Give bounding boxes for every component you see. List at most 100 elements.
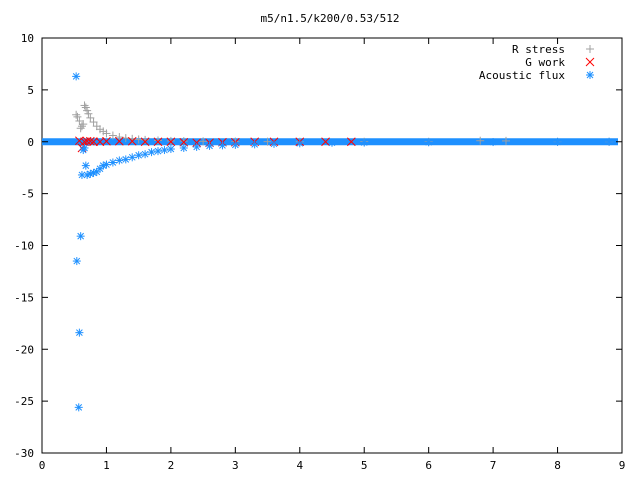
data-point bbox=[75, 136, 84, 146]
data-point bbox=[72, 72, 81, 81]
data-point bbox=[115, 133, 124, 142]
data-point bbox=[108, 158, 117, 167]
data-point bbox=[553, 137, 562, 146]
data-point bbox=[102, 136, 111, 146]
x-tick-label: 1 bbox=[103, 459, 110, 472]
data-point bbox=[99, 127, 108, 136]
data-point bbox=[89, 137, 98, 147]
data-point bbox=[153, 137, 163, 147]
y-tick-label: -25 bbox=[14, 395, 34, 408]
data-point bbox=[205, 141, 214, 150]
data-point bbox=[74, 403, 83, 412]
y-axis-ticks: -30 -25 -20 -15 -10 -5 0 5 10 bbox=[14, 32, 622, 460]
x-tick-label: 5 bbox=[361, 459, 368, 472]
data-point bbox=[76, 232, 85, 241]
data-point bbox=[605, 137, 614, 146]
y-tick-label: -10 bbox=[14, 240, 34, 253]
y-tick-label: 10 bbox=[21, 32, 34, 45]
data-point bbox=[80, 143, 89, 152]
data-point bbox=[108, 131, 117, 140]
data-point bbox=[84, 109, 93, 118]
y-tick-label: -30 bbox=[14, 447, 34, 460]
x-axis-ticks: 0 1 2 3 4 5 6 7 8 9 bbox=[39, 38, 626, 472]
data-point bbox=[199, 137, 208, 146]
data-point bbox=[80, 101, 89, 110]
data-point bbox=[166, 136, 175, 145]
legend-label: Acoustic flux bbox=[479, 69, 565, 82]
data-point bbox=[140, 137, 150, 147]
data-point bbox=[86, 113, 95, 122]
data-points bbox=[72, 72, 614, 412]
data-point bbox=[141, 150, 150, 159]
data-point bbox=[321, 137, 330, 147]
data-point bbox=[102, 160, 111, 169]
data-point bbox=[76, 124, 85, 133]
data-point bbox=[476, 136, 485, 145]
data-point bbox=[263, 137, 272, 146]
x-tick-label: 3 bbox=[232, 459, 239, 472]
x-tick-label: 2 bbox=[168, 459, 175, 472]
data-point bbox=[250, 140, 259, 149]
data-point bbox=[114, 136, 124, 146]
data-point bbox=[179, 137, 188, 146]
data-point bbox=[166, 137, 176, 147]
data-point bbox=[346, 137, 356, 147]
x-tick-label: 8 bbox=[554, 459, 561, 472]
y-tick-label: 5 bbox=[27, 84, 34, 97]
data-point bbox=[72, 110, 81, 119]
x-tick-label: 7 bbox=[490, 459, 497, 472]
series-0 bbox=[72, 101, 614, 146]
data-point bbox=[166, 145, 175, 154]
data-point bbox=[79, 120, 88, 129]
data-point bbox=[89, 118, 98, 127]
data-point bbox=[192, 138, 202, 148]
data-point bbox=[121, 155, 130, 164]
data-point bbox=[218, 141, 227, 150]
data-point bbox=[141, 135, 150, 144]
plot-frame bbox=[41, 37, 623, 454]
series-2 bbox=[72, 72, 614, 412]
data-point bbox=[154, 147, 162, 156]
legend-label: G work bbox=[525, 56, 565, 69]
data-point bbox=[81, 161, 90, 170]
data-point bbox=[128, 153, 137, 162]
x-tick-label: 0 bbox=[39, 459, 46, 472]
data-point bbox=[192, 142, 201, 151]
data-point bbox=[72, 257, 81, 266]
x-tick-label: 4 bbox=[296, 459, 303, 472]
data-point bbox=[77, 122, 86, 131]
data-point bbox=[134, 151, 143, 160]
x-tick-label: 6 bbox=[425, 459, 432, 472]
data-point bbox=[73, 112, 82, 121]
data-point bbox=[147, 148, 156, 157]
data-point bbox=[154, 136, 162, 145]
data-point bbox=[231, 140, 240, 149]
y-tick-label: 0 bbox=[27, 136, 34, 149]
data-point bbox=[270, 139, 278, 148]
data-point bbox=[75, 328, 84, 337]
data-point bbox=[179, 143, 188, 152]
data-point bbox=[160, 146, 169, 155]
data-point bbox=[295, 139, 304, 148]
x-tick-label: 9 bbox=[619, 459, 626, 472]
data-point bbox=[489, 138, 498, 147]
legend-marker bbox=[586, 71, 594, 79]
data-point bbox=[424, 138, 433, 147]
legend-label: R stress bbox=[512, 43, 565, 56]
data-point bbox=[328, 138, 336, 147]
data-point bbox=[102, 129, 111, 138]
data-point bbox=[96, 125, 104, 134]
chart-title: m5/n1.5/k200/0.53/512 bbox=[260, 12, 399, 25]
data-point bbox=[127, 136, 137, 146]
legend-marker bbox=[586, 45, 594, 53]
data-point bbox=[85, 136, 95, 146]
data-point bbox=[115, 156, 124, 165]
y-tick-label: -5 bbox=[21, 188, 34, 201]
data-point bbox=[77, 170, 86, 179]
y-tick-label: -20 bbox=[14, 343, 34, 356]
data-point bbox=[360, 138, 369, 147]
legend-marker bbox=[585, 57, 595, 67]
data-point bbox=[502, 136, 510, 145]
